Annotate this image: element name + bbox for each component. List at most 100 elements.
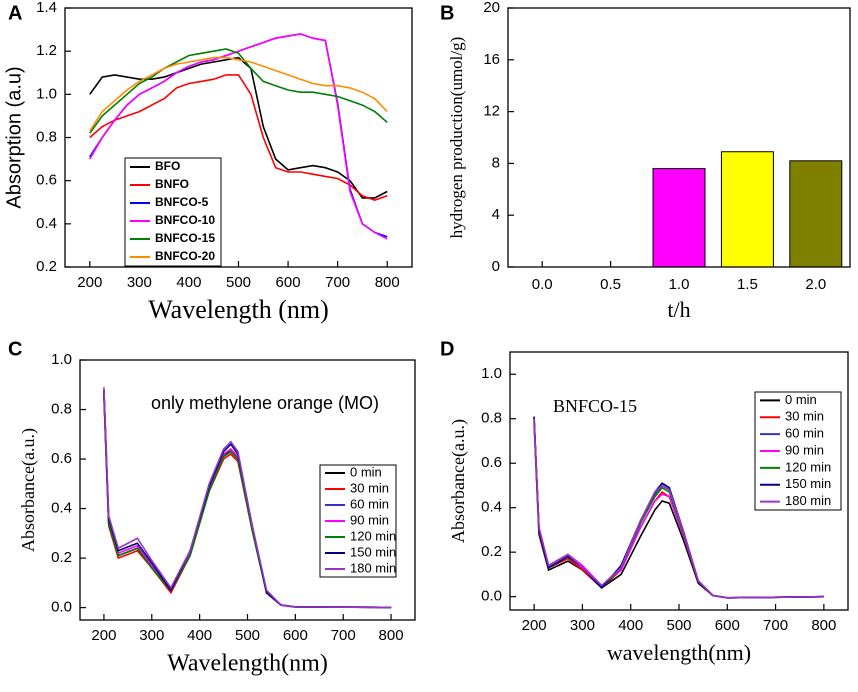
legend-label: 0 min: [785, 392, 817, 407]
legend-label: BNFCO-5: [155, 195, 209, 209]
legend-label: 180 min: [785, 493, 831, 508]
y-tick-label: 0: [492, 258, 500, 275]
x-tick-label: 600: [276, 274, 301, 291]
x-tick-label: 1.0: [669, 276, 690, 293]
annotation: only methylene orange (MO): [151, 393, 379, 413]
y-tick-label: 12: [483, 103, 500, 120]
x-tick-label: 800: [811, 617, 836, 634]
plot-frame: [79, 359, 416, 621]
panel-label: D: [440, 338, 454, 360]
legend-box: [124, 157, 222, 267]
legend-label: 60 min: [785, 426, 824, 441]
legend-label: 150 min: [785, 476, 831, 491]
x-tick-label: 400: [176, 274, 201, 291]
plot-frame: [509, 351, 849, 611]
data-line: [89, 56, 388, 199]
x-axis-label: wavelength(nm): [607, 640, 751, 665]
panel-label: C: [8, 338, 22, 360]
legend-label: BNFCO-15: [155, 231, 215, 245]
data-line: [103, 389, 392, 609]
x-tick-label: 0.0: [532, 276, 553, 293]
data-line: [103, 387, 392, 609]
x-tick-label: 600: [283, 627, 308, 644]
x-tick-label: 500: [226, 274, 251, 291]
data-line: [89, 74, 388, 201]
y-tick-label: 0.0: [51, 599, 72, 616]
y-tick-label: 0.8: [481, 410, 502, 427]
legend-label: 120 min: [350, 528, 396, 543]
y-tick-label: 1.0: [36, 85, 57, 102]
data-line: [89, 48, 388, 134]
y-tick-label: 0.2: [481, 543, 502, 560]
y-tick-label: 1.4: [36, 0, 57, 16]
data-line: [533, 418, 824, 599]
y-tick-label: 0.2: [51, 549, 72, 566]
panel-label: B: [440, 2, 454, 24]
y-tick-label: 0.0: [481, 588, 502, 605]
x-tick-label: 2.0: [805, 276, 826, 293]
bar: [652, 168, 706, 268]
x-tick-label: 200: [77, 274, 102, 291]
x-tick-label: 1.5: [737, 276, 758, 293]
x-tick-label: 200: [522, 617, 547, 634]
y-tick-label: 16: [483, 51, 500, 68]
y-tick-label: 0.8: [36, 128, 57, 145]
panel: A 0.2 0.4 0.6 0.8 1.0 1.2 1.4 200 300 400 500 600 700…: [3, 0, 413, 324]
legend-label: 60 min: [350, 496, 389, 511]
legend-label: 120 min: [785, 459, 831, 474]
legend-label: 90 min: [350, 512, 389, 527]
y-tick-label: 0.4: [51, 500, 72, 517]
data-line: [89, 33, 388, 240]
y-tick-label: 1.2: [36, 42, 57, 59]
y-axis-label: hydrogen production(umol/g): [447, 37, 466, 239]
x-tick-label: 400: [187, 627, 212, 644]
data-line: [89, 56, 388, 132]
y-axis-label: Absorption (a.u): [3, 66, 25, 208]
legend-label: 90 min: [785, 442, 824, 457]
legend-label: 180 min: [350, 560, 396, 575]
y-tick-label: 0.4: [36, 215, 57, 232]
legend-label: 30 min: [350, 480, 389, 495]
x-tick-label: 700: [763, 617, 788, 634]
panel-label: A: [8, 2, 22, 24]
y-tick-label: 1.0: [51, 351, 72, 368]
plot-frame: [507, 7, 851, 268]
panel: D 0.0 0.2 0.4 0.6 0.8 1.0 200 300 400 500 600 700 800…: [440, 338, 849, 665]
x-tick-label: 600: [715, 617, 740, 634]
annotation: BNFCO-15: [553, 396, 637, 416]
y-tick-label: 8: [492, 154, 500, 171]
bar: [789, 160, 843, 268]
x-tick-label: 300: [127, 274, 152, 291]
y-tick-label: 0.4: [481, 499, 502, 516]
x-axis-label: Wavelength (nm): [148, 295, 329, 324]
x-tick-label: 300: [570, 617, 595, 634]
x-tick-label: 700: [331, 627, 356, 644]
x-tick-label: 800: [375, 274, 400, 291]
panel: C 0.0 0.2 0.4 0.6 0.8 1.0 200 300 400 500 600 700 800…: [8, 338, 416, 677]
x-tick-label: 400: [618, 617, 643, 634]
x-tick-label: 500: [666, 617, 691, 634]
legend-label: 30 min: [785, 409, 824, 424]
y-tick-label: 0.2: [36, 258, 57, 275]
y-tick-label: 0.8: [51, 400, 72, 417]
y-tick-label: 0.6: [481, 454, 502, 471]
y-tick-label: 0.6: [36, 172, 57, 189]
y-axis-label: Absorbance(a.u.): [18, 428, 39, 552]
x-tick-label: 0.5: [600, 276, 621, 293]
y-tick-label: 4: [492, 206, 500, 223]
x-tick-label: 300: [139, 627, 164, 644]
x-tick-label: 200: [91, 627, 116, 644]
y-tick-label: 1.0: [481, 365, 502, 382]
x-tick-label: 700: [325, 274, 350, 291]
x-tick-label: 500: [235, 627, 260, 644]
plot-frame: [64, 7, 413, 268]
legend-label: 150 min: [350, 544, 396, 559]
x-tick-label: 800: [379, 627, 404, 644]
legend-label: BFO: [155, 159, 180, 173]
x-axis-label: t/h: [667, 297, 690, 322]
legend-label: BNFO: [155, 177, 189, 191]
y-axis-label: Absorbance(a.u.): [448, 419, 469, 543]
legend-label: 0 min: [350, 464, 382, 479]
y-tick-label: 0.6: [51, 450, 72, 467]
